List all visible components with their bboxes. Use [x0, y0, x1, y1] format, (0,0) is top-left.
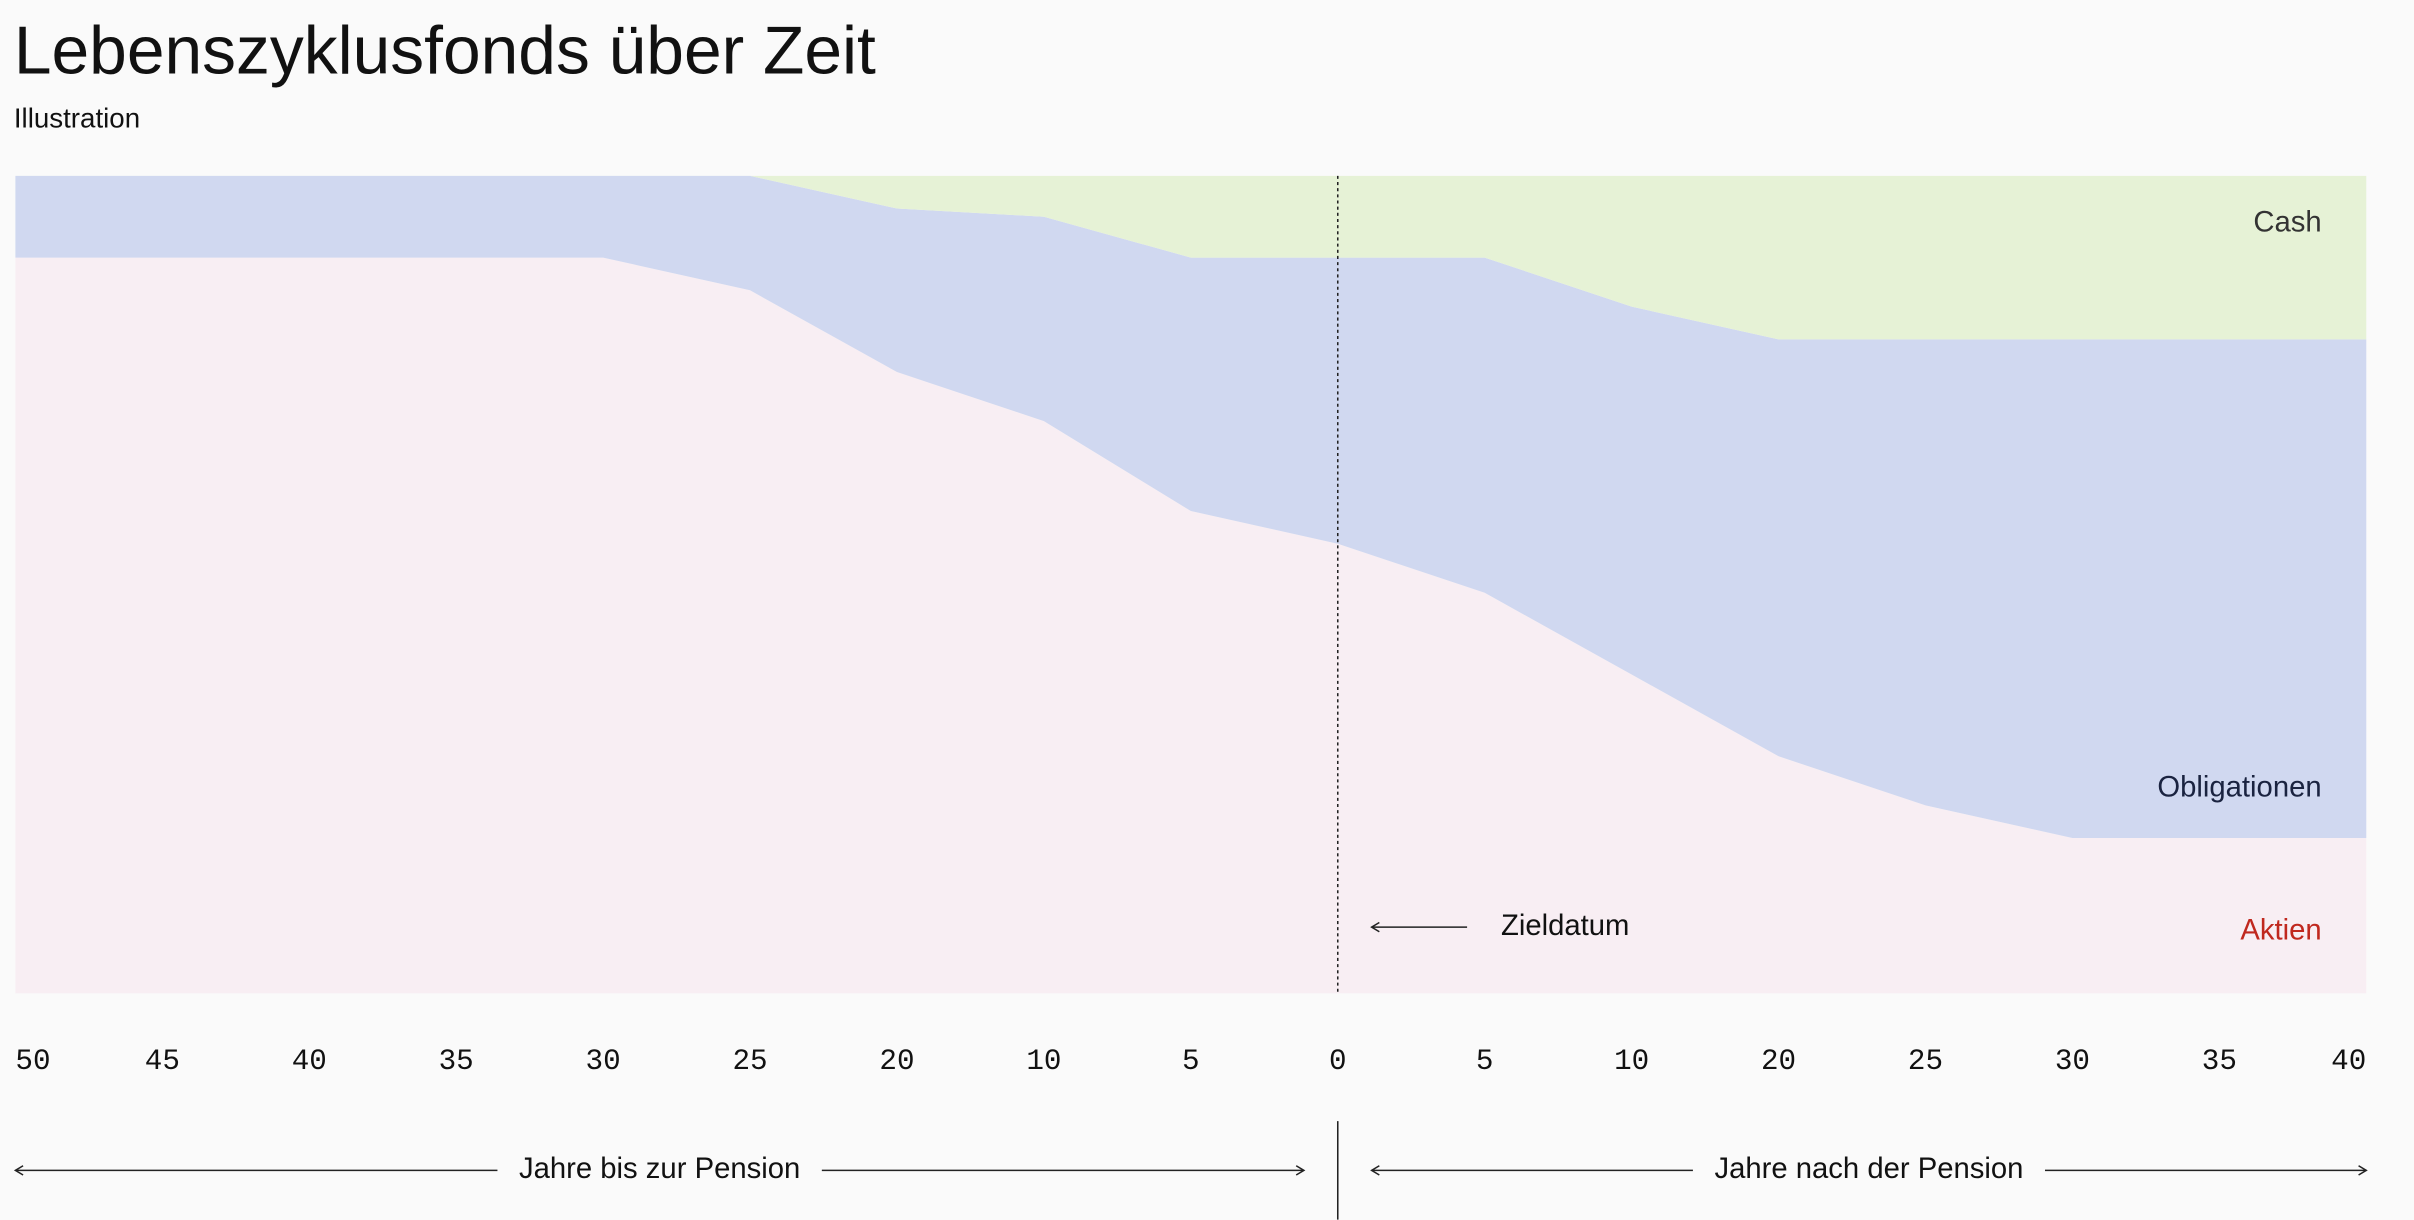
x-tick-label: 20 [879, 1045, 914, 1078]
x-tick-label: 30 [586, 1045, 621, 1078]
x-tick-label: 30 [2055, 1045, 2090, 1078]
x-tick-label: 25 [1908, 1045, 1943, 1078]
area [15, 175, 2367, 839]
series-label: Cash [2253, 206, 2321, 238]
axis-caption: Jahre bis zur Pension [519, 1153, 800, 1185]
arrowhead [1295, 1165, 1306, 1176]
arrowhead [2358, 1165, 2368, 1176]
chart-title: Lebenszyklusfonds über Zeit [14, 14, 876, 89]
series-label: Obligationen [2157, 771, 2321, 803]
x-tick-label: 5 [1476, 1045, 1494, 1078]
annotation-arrowhead [1370, 921, 1380, 933]
x-tick-label: 0 [1329, 1045, 1347, 1078]
plot-area [15, 175, 2367, 994]
arrowhead [13, 1165, 24, 1176]
annotation: Zieldatum [1501, 910, 1629, 942]
x-tick-label: 50 [15, 1045, 50, 1078]
x-tick-label: 25 [732, 1045, 767, 1078]
area [15, 257, 2367, 994]
x-tick-label: 40 [2331, 1045, 2366, 1078]
chart-subtitle: Illustration [14, 103, 140, 134]
area [15, 175, 2367, 340]
x-tick-label: 10 [1026, 1045, 1061, 1078]
x-tick-label: 40 [292, 1045, 327, 1078]
x-tick-label: 35 [439, 1045, 474, 1078]
series-label: Aktien [2240, 914, 2321, 946]
x-tick-label: 45 [145, 1045, 180, 1078]
x-tick-label: 5 [1182, 1045, 1200, 1078]
x-tick-label: 10 [1614, 1045, 1649, 1078]
arrowhead [1370, 1165, 1380, 1176]
axis-caption: Jahre nach der Pension [1714, 1153, 2023, 1185]
x-tick-label: 20 [1761, 1045, 1796, 1078]
x-tick-label: 35 [2202, 1045, 2237, 1078]
